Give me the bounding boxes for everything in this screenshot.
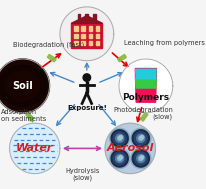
Polygon shape [119,135,123,139]
Text: Biodegradation (fast): Biodegradation (fast) [13,41,84,48]
Bar [89,34,92,38]
Bar [26,112,33,121]
Polygon shape [137,134,145,142]
Text: Leaching from polymers: Leaching from polymers [124,40,205,46]
Polygon shape [134,132,147,145]
Polygon shape [118,156,122,160]
Bar [74,41,77,45]
Polygon shape [71,16,102,23]
Bar [74,34,77,38]
Bar [89,26,92,31]
Polygon shape [137,154,145,163]
Polygon shape [0,59,49,113]
Polygon shape [132,150,149,167]
Polygon shape [110,148,130,169]
Polygon shape [116,134,124,142]
Polygon shape [105,123,155,174]
Bar [117,54,126,62]
Polygon shape [110,128,130,148]
Polygon shape [9,123,60,174]
Bar [140,112,148,121]
Text: Water: Water [16,143,53,153]
Polygon shape [13,77,33,94]
Bar [81,34,85,38]
Polygon shape [118,136,122,140]
Polygon shape [136,69,156,79]
Polygon shape [119,156,123,159]
Polygon shape [119,59,173,113]
Polygon shape [111,150,128,167]
Polygon shape [113,152,126,165]
Polygon shape [136,79,156,88]
Bar [78,14,81,19]
Polygon shape [135,69,156,102]
Bar [47,54,56,62]
Polygon shape [132,130,149,147]
Bar [96,41,99,45]
Bar [93,14,96,19]
Bar [85,14,88,19]
Text: Polymers: Polymers [122,93,170,102]
Polygon shape [113,132,126,145]
Polygon shape [134,152,147,165]
Text: Soil: Soil [12,81,33,91]
Text: Exposure!: Exposure! [67,105,107,111]
Polygon shape [111,130,128,147]
Polygon shape [116,154,124,163]
Polygon shape [131,148,151,169]
Polygon shape [6,71,40,100]
Polygon shape [140,156,144,159]
Bar [74,26,77,31]
Polygon shape [131,128,151,148]
Bar [96,26,99,31]
Bar [81,26,85,31]
Text: Hydrolysis
(slow): Hydrolysis (slow) [65,167,100,181]
Text: Aerosol: Aerosol [107,143,154,153]
Polygon shape [140,135,144,139]
Polygon shape [60,7,114,61]
Polygon shape [139,156,143,160]
Bar [89,41,92,45]
Text: Adsorption
on sediments: Adsorption on sediments [1,109,46,122]
Text: Photodegradation
(slow): Photodegradation (slow) [113,107,173,120]
Polygon shape [139,136,143,140]
Circle shape [83,74,91,81]
Polygon shape [0,65,47,106]
Bar [71,23,102,47]
Bar [96,34,99,38]
Bar [81,41,85,45]
